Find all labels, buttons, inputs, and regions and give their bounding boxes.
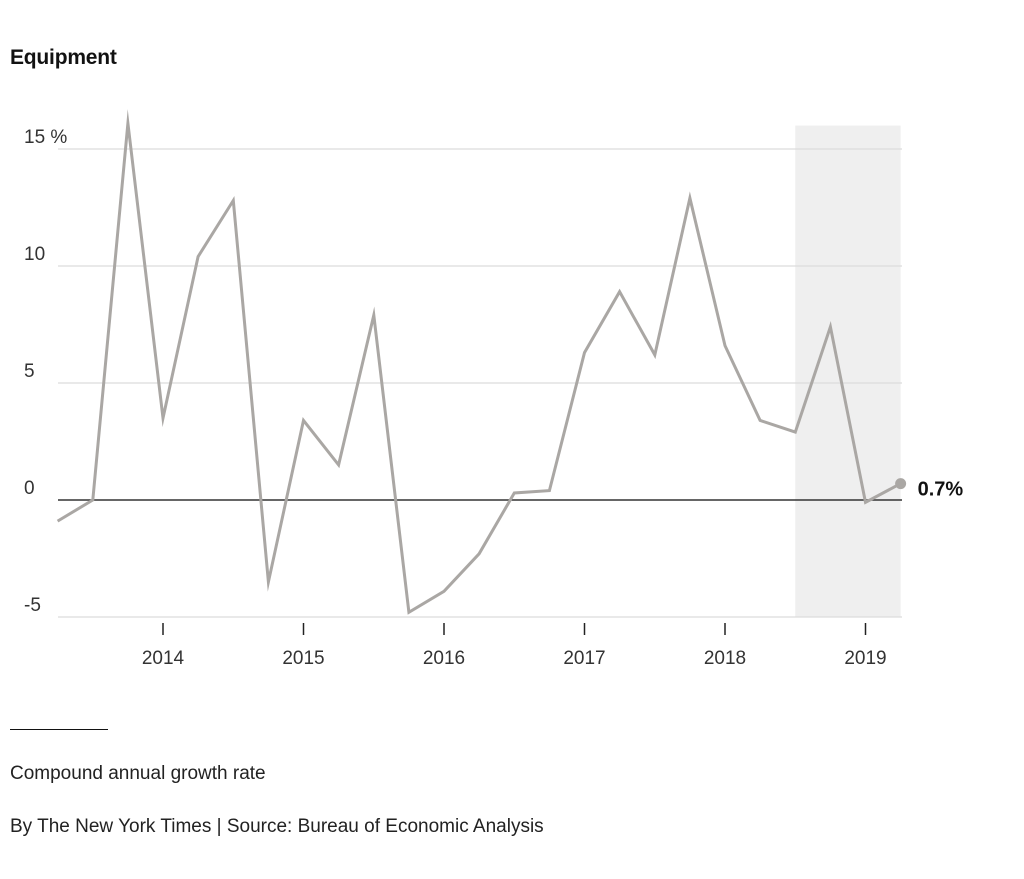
x-tick-label: 2017 (563, 648, 605, 669)
x-axis-ticks: 2014 2015 2016 2017 2018 2019 (142, 623, 887, 669)
x-tick-label: 2018 (704, 648, 746, 669)
shade-rect (795, 125, 901, 617)
x-tick-label: 2016 (423, 648, 465, 669)
x-tick-label: 2019 (844, 648, 886, 669)
footnote-divider (10, 729, 108, 730)
recent-period-shade (795, 125, 901, 617)
line-chart: 15 % 10 5 0 -5 2014 2015 2016 2017 2018 2019 0.7% (24, 109, 964, 669)
y-tick-labels: 15 % 10 5 0 -5 (24, 127, 67, 616)
series-line (56, 109, 907, 615)
y-tick-label: 15 % (24, 127, 67, 148)
y-gridlines (58, 148, 902, 618)
x-tick-label: 2015 (282, 648, 324, 669)
end-value-label: 0.7% (918, 479, 964, 501)
source-credit: By The New York Times | Source: Bureau o… (10, 816, 544, 837)
x-tick-label: 2014 (142, 648, 185, 669)
y-tick-label: -5 (24, 595, 41, 616)
last-point-marker (895, 478, 907, 490)
y-tick-label: 5 (24, 361, 35, 382)
y-tick-label: 0 (24, 478, 35, 499)
chart-title: Equipment (10, 46, 117, 69)
annotations: 0.7% (918, 479, 964, 501)
series-polyline (56, 109, 902, 615)
y-tick-label: 10 (24, 244, 45, 265)
footnote-note: Compound annual growth rate (10, 763, 266, 784)
